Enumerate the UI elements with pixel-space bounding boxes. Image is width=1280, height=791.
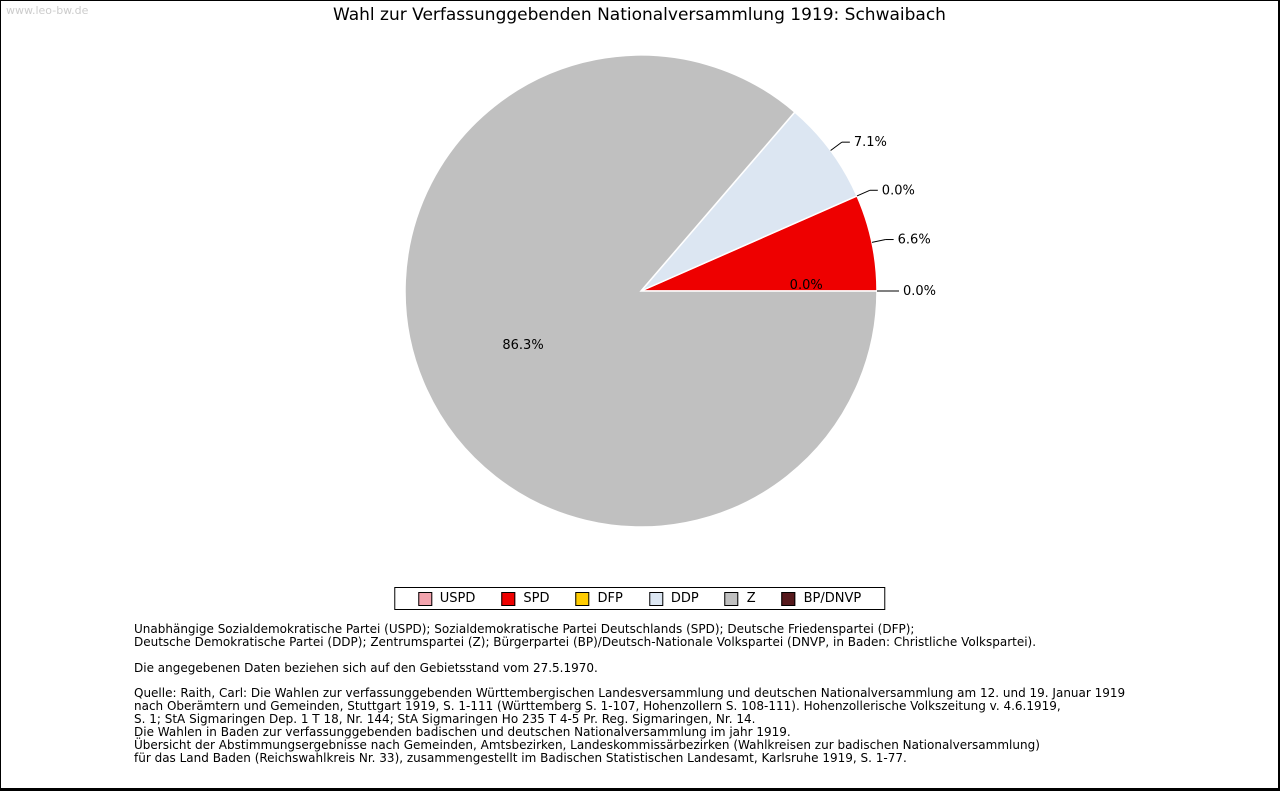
slice-label-spd: 6.6% — [898, 233, 931, 248]
legend: USPD SPD DFP DDP Z BP/DNVP — [393, 587, 886, 610]
footer-line: für das Land Baden (Reichswahlkreis Nr. … — [134, 750, 907, 765]
legend-item-z: Z — [724, 591, 756, 606]
party-abbreviation-note: Unabhängige Sozialdemokratische Partei (… — [134, 623, 1125, 649]
legend-label: Z — [746, 591, 756, 606]
legend-label: SPD — [523, 591, 550, 606]
pie-slice-ddp — [640, 110, 858, 292]
slice-label-uspd: 0.0% — [790, 278, 823, 293]
legend-swatch-uspd — [417, 591, 432, 606]
slice-label-z: 86.3% — [502, 338, 543, 353]
footer-line: Unabhängige Sozialdemokratische Partei (… — [134, 622, 915, 636]
legend-swatch-bp-dnvp — [781, 591, 796, 606]
chart-title: Wahl zur Verfassunggebenden Nationalvers… — [333, 5, 946, 25]
legend-label: DDP — [670, 591, 699, 606]
legend-item-uspd: USPD — [417, 591, 476, 606]
data-note: Die angegebenen Daten beziehen sich auf … — [134, 660, 598, 675]
pie-chart: 0.0% 6.6% 0.0% 7.1% 86.3% 0.0% — [404, 54, 936, 528]
legend-swatch-dfp — [575, 591, 590, 606]
legend-item-dfp: DFP — [575, 591, 623, 606]
legend-swatch-ddp — [648, 591, 663, 606]
footer-line: S. 1; StA Sigmaringen Dep. 1 T 18, Nr. 1… — [134, 712, 756, 727]
slice-label-ddp: 7.1% — [854, 135, 887, 150]
footer-line: nach Oberämtern und Gemeinden, Stuttgart… — [134, 699, 1061, 714]
source-note: Quelle: Raith, Carl: Die Wahlen zur verf… — [134, 687, 1125, 764]
legend-item-bp-dnvp: BP/DNVP — [781, 591, 862, 606]
footer-line: Die Wahlen in Baden zur verfassunggebend… — [134, 724, 791, 739]
legend-label: USPD — [439, 591, 476, 606]
legend-swatch-z — [724, 591, 739, 606]
pie-slice-z — [404, 54, 878, 528]
footer-line: Übersicht der Abstimmungsergebnisse nach… — [134, 737, 1040, 752]
legend-item-spd: SPD — [501, 591, 550, 606]
legend-label: DFP — [597, 591, 623, 606]
slice-leader-ddp — [830, 141, 843, 151]
slice-label-bp-dnvp: 0.0% — [903, 284, 936, 299]
legend-label: BP/DNVP — [803, 591, 862, 606]
footer-line: Quelle: Raith, Carl: Die Wahlen zur verf… — [134, 686, 1126, 701]
watermark: www.leo-bw.de — [6, 4, 89, 17]
footer: Unabhängige Sozialdemokratische Partei (… — [134, 623, 1125, 777]
legend-item-ddp: DDP — [648, 591, 699, 606]
footer-line: Deutsche Demokratische Partei (DDP); Zen… — [134, 634, 1037, 649]
legend-swatch-spd — [501, 591, 516, 606]
slice-leader-dfp — [856, 189, 871, 197]
slice-label-dfp: 0.0% — [882, 183, 915, 198]
slice-leader-spd — [871, 239, 886, 243]
